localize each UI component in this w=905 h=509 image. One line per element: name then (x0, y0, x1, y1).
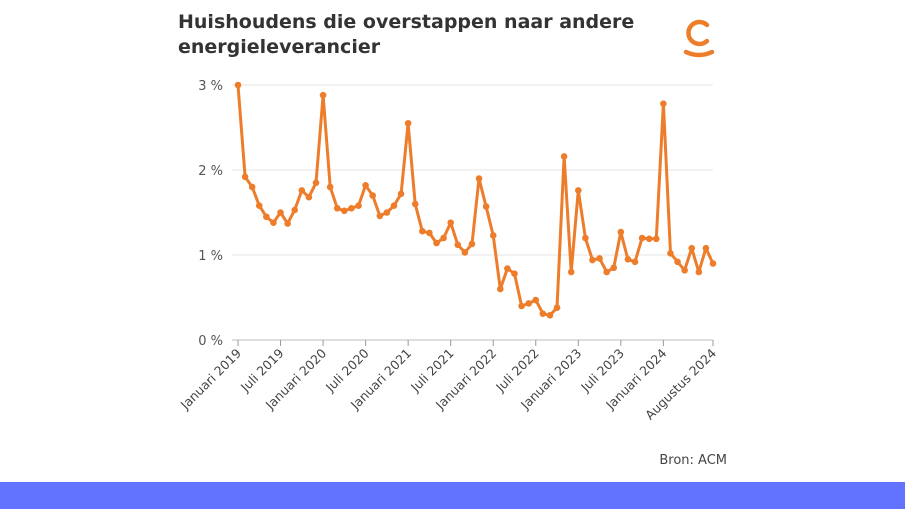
data-point (355, 202, 362, 209)
data-point (326, 183, 334, 191)
data-point (560, 153, 568, 160)
data-point (624, 255, 632, 263)
data-point (263, 213, 270, 221)
data-point (255, 202, 263, 209)
data-point (553, 304, 561, 312)
data-point (298, 187, 306, 194)
data-point (674, 258, 681, 266)
data-point (617, 228, 625, 236)
data-point (603, 268, 610, 276)
data-points (234, 81, 717, 319)
data-point (497, 285, 504, 293)
data-point (667, 250, 674, 257)
data-point (504, 265, 511, 272)
data-point (461, 249, 469, 256)
data-point (411, 200, 419, 208)
data-point (234, 81, 242, 89)
grid-lines (232, 84, 713, 341)
data-point (511, 270, 518, 278)
data-point (369, 192, 377, 199)
data-point (660, 100, 667, 107)
data-point (291, 206, 299, 214)
data-point (539, 310, 547, 317)
y-tick-label: 1 % (198, 249, 223, 264)
data-point (277, 209, 284, 216)
data-point (433, 239, 440, 247)
data-point (709, 260, 717, 267)
data-point (489, 232, 497, 239)
data-point (333, 204, 341, 212)
data-point (589, 256, 596, 264)
data-point (241, 173, 249, 181)
data-point (319, 91, 327, 99)
data-point (447, 219, 454, 226)
brand-c-logo-icon (683, 19, 715, 58)
chart-title: Huishoudens die overstappen naar andere … (178, 11, 635, 58)
data-point (582, 234, 589, 242)
data-point (574, 187, 582, 194)
data-point (440, 234, 447, 242)
data-point (610, 264, 618, 272)
data-point (383, 209, 391, 216)
data-point (518, 302, 525, 310)
data-point (284, 220, 291, 227)
y-tick-label: 0 % (198, 334, 223, 349)
data-point (596, 255, 603, 262)
data-point (681, 267, 688, 274)
data-point (390, 202, 398, 209)
data-point (468, 240, 476, 248)
y-tick-label: 3 % (198, 79, 223, 94)
data-point (312, 179, 320, 187)
data-point (426, 229, 433, 237)
data-point (638, 234, 646, 242)
footer-bar (0, 482, 905, 509)
data-point (702, 244, 710, 252)
data-point (362, 182, 369, 189)
data-point (546, 312, 554, 319)
data-point (688, 244, 696, 252)
data-point (525, 300, 532, 307)
data-point (532, 296, 540, 304)
data-point (341, 207, 348, 215)
data-point (404, 119, 412, 127)
data-point (475, 175, 483, 182)
data-point (645, 235, 653, 243)
y-axis-ticks: 0 % 1 % 2 % 3 % (198, 79, 223, 349)
data-point (248, 183, 256, 191)
data-point (348, 204, 355, 212)
data-point (482, 203, 490, 210)
data-point (305, 193, 313, 201)
data-point (397, 190, 405, 198)
data-point (652, 235, 660, 243)
data-point (419, 227, 426, 235)
x-tick-label: Januari 2019 (177, 345, 244, 412)
y-tick-label: 2 % (198, 164, 223, 179)
source-label: Bron: ACM (659, 453, 727, 468)
data-point (454, 241, 462, 249)
data-point (695, 268, 703, 276)
data-point (631, 258, 639, 266)
data-point (376, 212, 384, 220)
data-point (567, 268, 575, 276)
data-point (270, 219, 277, 226)
